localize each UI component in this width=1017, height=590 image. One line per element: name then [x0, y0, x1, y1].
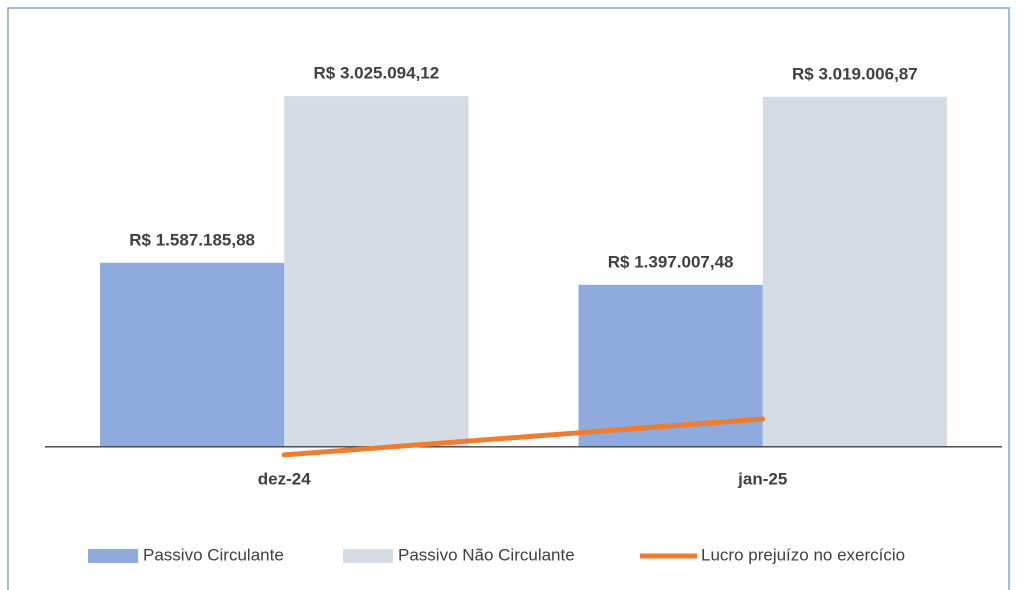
bar: [762, 96, 947, 447]
data-label: R$ 3.019.006,87: [792, 64, 918, 83]
line-series: [281, 416, 766, 458]
data-label: R$ 1.587.185,88: [129, 230, 255, 249]
data-label: R$ 1.397.007,48: [608, 252, 734, 271]
data-label: R$ 3.025.094,12: [314, 64, 440, 83]
legend-label: Passivo Circulante: [143, 545, 284, 564]
bar: [284, 96, 469, 447]
x-tick-label: dez-24: [258, 469, 311, 488]
legend-swatch: [88, 549, 138, 563]
bar: [100, 262, 285, 447]
legend-swatch: [343, 549, 393, 563]
legend-label: Passivo Não Circulante: [398, 545, 575, 564]
legend-label: Lucro prejuízo no exercício: [701, 545, 905, 564]
x-tick-label: jan-25: [737, 469, 787, 488]
